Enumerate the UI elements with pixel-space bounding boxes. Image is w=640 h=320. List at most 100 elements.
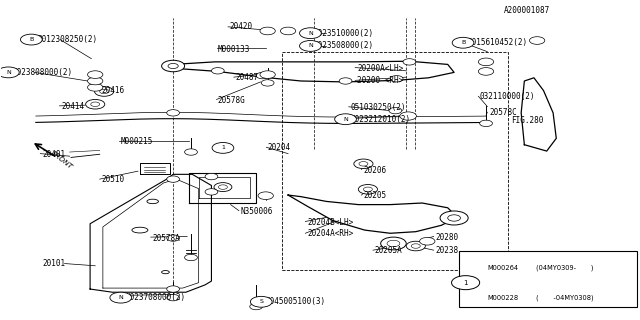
Text: B012308250(2): B012308250(2) — [38, 35, 98, 44]
Text: A200001087: A200001087 — [504, 6, 550, 15]
Circle shape — [479, 120, 492, 126]
Circle shape — [168, 63, 178, 68]
Text: 032110000(2): 032110000(2) — [479, 92, 535, 101]
Circle shape — [381, 237, 406, 250]
Circle shape — [0, 67, 19, 78]
Circle shape — [256, 72, 269, 79]
Text: 20204B<LH>: 20204B<LH> — [307, 218, 353, 227]
Text: 20414: 20414 — [61, 102, 84, 111]
Circle shape — [387, 240, 400, 247]
Circle shape — [420, 237, 435, 245]
Text: N350006: N350006 — [241, 207, 273, 216]
Circle shape — [88, 84, 103, 91]
Ellipse shape — [162, 270, 170, 274]
Circle shape — [412, 244, 420, 248]
Circle shape — [300, 41, 321, 51]
Text: N023510000(2): N023510000(2) — [314, 29, 374, 38]
Text: S045005100(3): S045005100(3) — [266, 297, 326, 306]
Text: N023508000(2): N023508000(2) — [314, 41, 374, 51]
Circle shape — [358, 185, 378, 194]
Text: M000228: M000228 — [487, 295, 518, 301]
Circle shape — [250, 303, 262, 310]
Text: N023708000(2): N023708000(2) — [125, 293, 186, 302]
Text: N: N — [118, 295, 123, 300]
Text: 20487: 20487 — [236, 73, 259, 82]
Circle shape — [88, 77, 103, 85]
Circle shape — [88, 71, 103, 78]
Text: 20200 <RH>: 20200 <RH> — [357, 76, 403, 85]
Circle shape — [91, 102, 100, 107]
Text: M000215: M000215 — [121, 137, 153, 146]
Text: FRONT: FRONT — [51, 150, 74, 171]
Circle shape — [250, 296, 272, 307]
Ellipse shape — [147, 199, 159, 204]
Circle shape — [167, 176, 179, 182]
Circle shape — [260, 27, 275, 35]
Circle shape — [258, 192, 273, 199]
Circle shape — [95, 87, 114, 96]
Circle shape — [478, 58, 493, 66]
Text: (       -04MY0308): ( -04MY0308) — [536, 294, 593, 301]
Circle shape — [110, 292, 132, 303]
Circle shape — [400, 112, 417, 120]
Text: 1: 1 — [463, 280, 468, 286]
Circle shape — [260, 71, 275, 78]
Text: N023212010(2): N023212010(2) — [351, 115, 411, 124]
Text: M000133: M000133 — [218, 44, 250, 54]
Text: 20205: 20205 — [364, 191, 387, 200]
Text: 20206: 20206 — [364, 166, 387, 175]
Text: B: B — [461, 40, 465, 45]
Text: 20204: 20204 — [268, 143, 291, 152]
Text: S: S — [259, 299, 263, 304]
Ellipse shape — [132, 227, 148, 233]
Circle shape — [205, 189, 218, 195]
Text: 20205A: 20205A — [374, 246, 402, 255]
Text: 20238: 20238 — [435, 246, 458, 255]
Circle shape — [86, 100, 105, 109]
Text: B015610452(2): B015610452(2) — [467, 38, 527, 47]
Bar — [460, 251, 637, 307]
Circle shape — [364, 187, 372, 192]
Circle shape — [529, 37, 545, 44]
Text: 1: 1 — [221, 145, 225, 150]
Circle shape — [280, 27, 296, 35]
Circle shape — [335, 114, 356, 124]
Text: 20401: 20401 — [42, 150, 65, 159]
Text: M000264: M000264 — [487, 265, 518, 271]
Circle shape — [389, 108, 402, 114]
Circle shape — [167, 110, 179, 116]
Text: 20204A<RH>: 20204A<RH> — [307, 229, 353, 238]
Circle shape — [167, 235, 179, 241]
Circle shape — [478, 68, 493, 75]
Text: N: N — [308, 31, 313, 36]
Text: N023808000(2): N023808000(2) — [12, 68, 72, 77]
Circle shape — [406, 241, 426, 251]
Text: 20416: 20416 — [102, 86, 125, 95]
Text: FIG.280: FIG.280 — [511, 116, 544, 125]
Circle shape — [452, 37, 474, 48]
Text: 20578A: 20578A — [153, 234, 180, 243]
Text: 20510: 20510 — [102, 175, 125, 184]
Text: N: N — [308, 44, 313, 48]
Circle shape — [167, 286, 179, 292]
Text: 051030250(2): 051030250(2) — [351, 103, 406, 112]
Text: B: B — [29, 37, 33, 42]
Circle shape — [452, 276, 479, 290]
Text: N: N — [6, 70, 11, 75]
Circle shape — [167, 294, 179, 301]
Circle shape — [440, 211, 468, 225]
Circle shape — [300, 28, 321, 39]
Circle shape — [20, 34, 42, 45]
Circle shape — [212, 142, 234, 153]
Circle shape — [218, 185, 227, 189]
Circle shape — [211, 68, 224, 74]
Circle shape — [354, 159, 373, 169]
Text: 20420: 20420 — [229, 22, 252, 31]
Circle shape — [184, 149, 197, 155]
Circle shape — [214, 183, 232, 192]
Circle shape — [162, 60, 184, 72]
Text: N: N — [343, 117, 348, 122]
Text: 20280: 20280 — [435, 233, 458, 242]
Text: 20578C: 20578C — [489, 108, 517, 117]
Bar — [282, 52, 508, 270]
